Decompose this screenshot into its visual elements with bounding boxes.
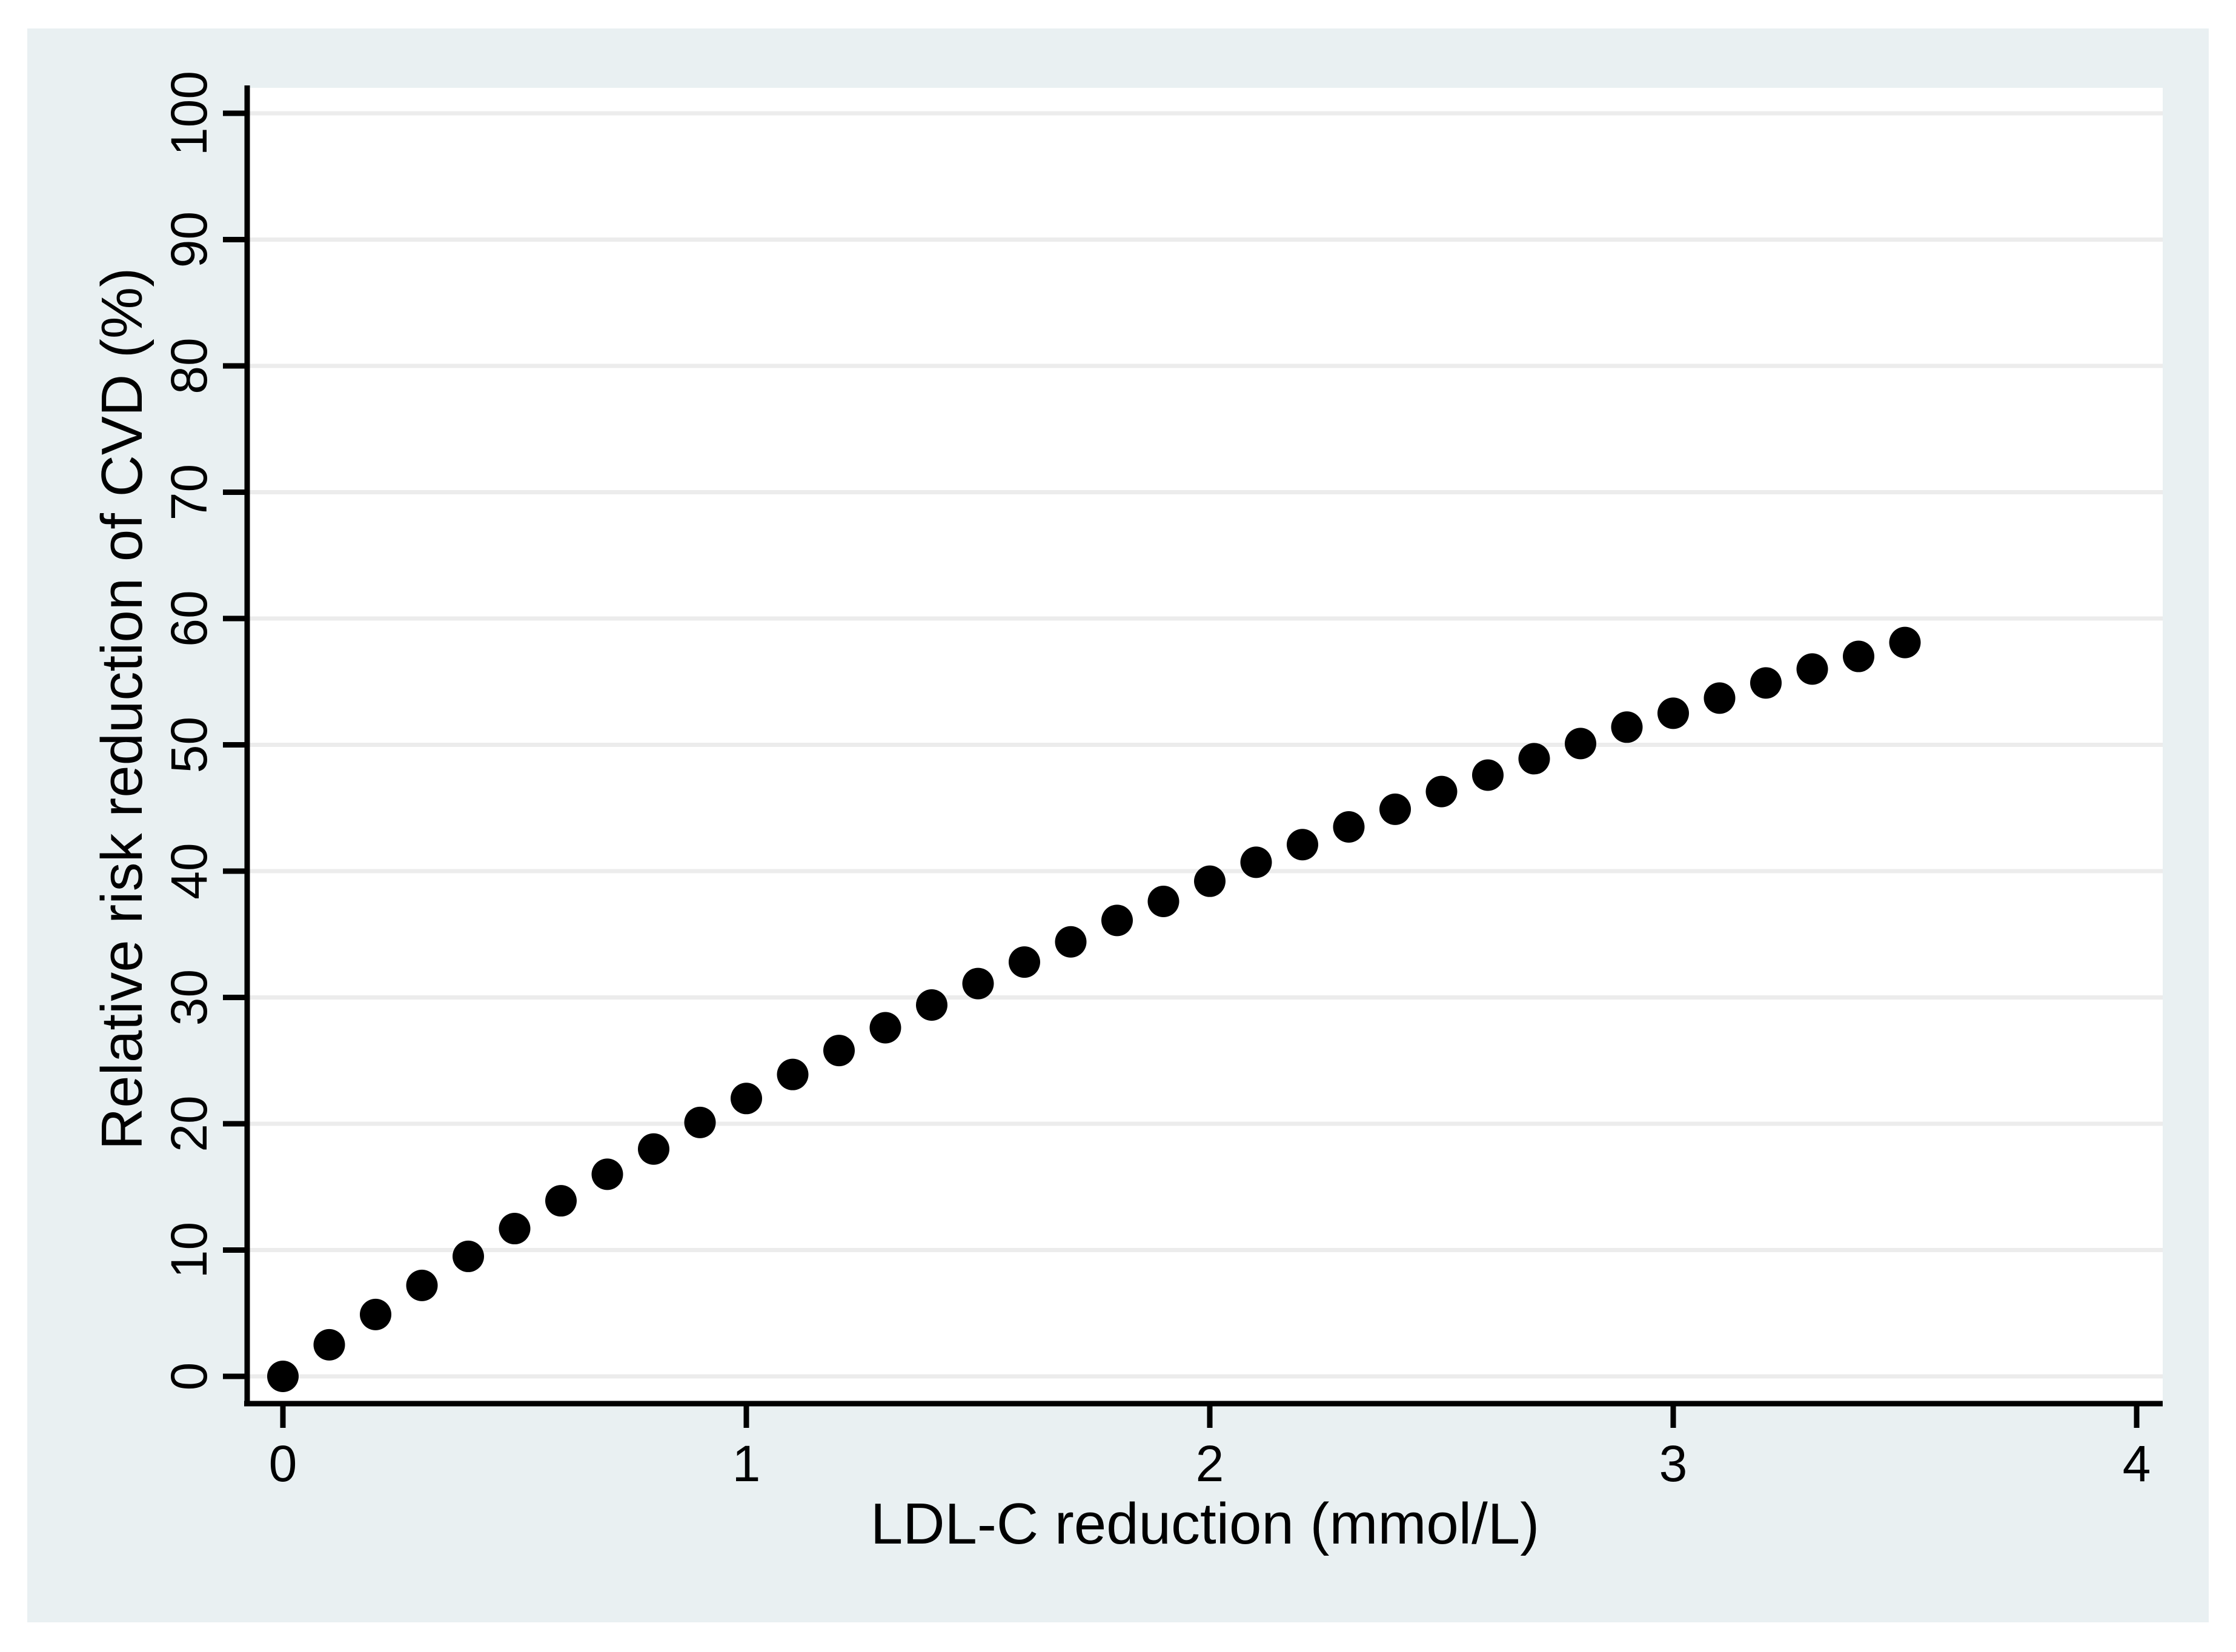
y-axis-ticks [223,110,247,1379]
y-axis-tick-labels: 0 10 20 30 40 50 60 70 80 90 100 [161,71,217,1390]
data-point-marker [1889,626,1921,658]
y-tick-label: 20 [161,1095,217,1152]
data-point-marker [1657,697,1689,729]
y-axis-title: Relative risk reduction of CVD (%) [90,268,154,1150]
y-tick-label: 30 [161,969,217,1026]
x-tick-label: 2 [1196,1435,1224,1492]
data-point-marker [1333,811,1365,843]
data-point-marker [1796,653,1828,685]
data-point-marker [684,1106,716,1138]
x-tick-label: 0 [269,1435,297,1492]
data-point-marker [638,1133,669,1165]
data-point-marker [1009,946,1040,978]
data-point-marker [267,1361,299,1392]
x-axis-title: LDL-C reduction (mmol/L) [871,1491,1539,1556]
data-point-marker [360,1298,391,1330]
data-point-marker [1750,667,1782,699]
data-point-marker [406,1269,438,1301]
data-point-marker [1611,711,1643,743]
y-tick-label: 40 [161,843,217,899]
x-axis-ticks [280,1404,2140,1428]
data-point-marker [823,1035,855,1067]
y-tick-label: 10 [161,1222,217,1278]
x-axis-tick-labels: 0 1 2 3 4 [269,1435,2151,1492]
data-point-marker [453,1240,484,1272]
data-point-marker [499,1213,531,1245]
data-point-marker [869,1012,901,1044]
x-tick-label: 1 [732,1435,761,1492]
data-point-marker [1194,865,1226,897]
y-tick-label: 0 [161,1362,217,1391]
axes [223,85,2163,1428]
x-tick-label: 3 [1659,1435,1688,1492]
data-point-marker [1379,793,1411,825]
data-point-marker [731,1083,762,1115]
data-point-marker [1147,886,1179,918]
y-tick-label: 60 [161,590,217,646]
y-tick-label: 90 [161,211,217,268]
x-tick-label: 4 [2123,1435,2151,1492]
data-point-marker [1101,904,1133,937]
gridlines [250,111,2163,1379]
data-point-marker [1843,640,1874,672]
data-point-marker [1425,775,1458,808]
data-point-marker [1472,759,1504,791]
y-tick-label: 70 [161,464,217,520]
data-points [267,626,1921,1392]
y-tick-label: 50 [161,717,217,773]
data-point-marker [313,1329,345,1361]
data-point-marker [777,1058,809,1090]
data-point-marker [1518,743,1550,775]
data-point-marker [1704,682,1736,714]
data-point-marker [1287,829,1318,861]
data-point-marker [1565,728,1596,760]
y-tick-label: 80 [161,337,217,394]
data-point-marker [1240,846,1272,878]
y-tick-label: 100 [161,71,217,156]
data-point-marker [916,989,947,1021]
data-point-marker [1055,926,1087,958]
data-point-marker [545,1185,577,1217]
data-point-marker [591,1158,623,1190]
data-point-marker [962,967,994,1000]
